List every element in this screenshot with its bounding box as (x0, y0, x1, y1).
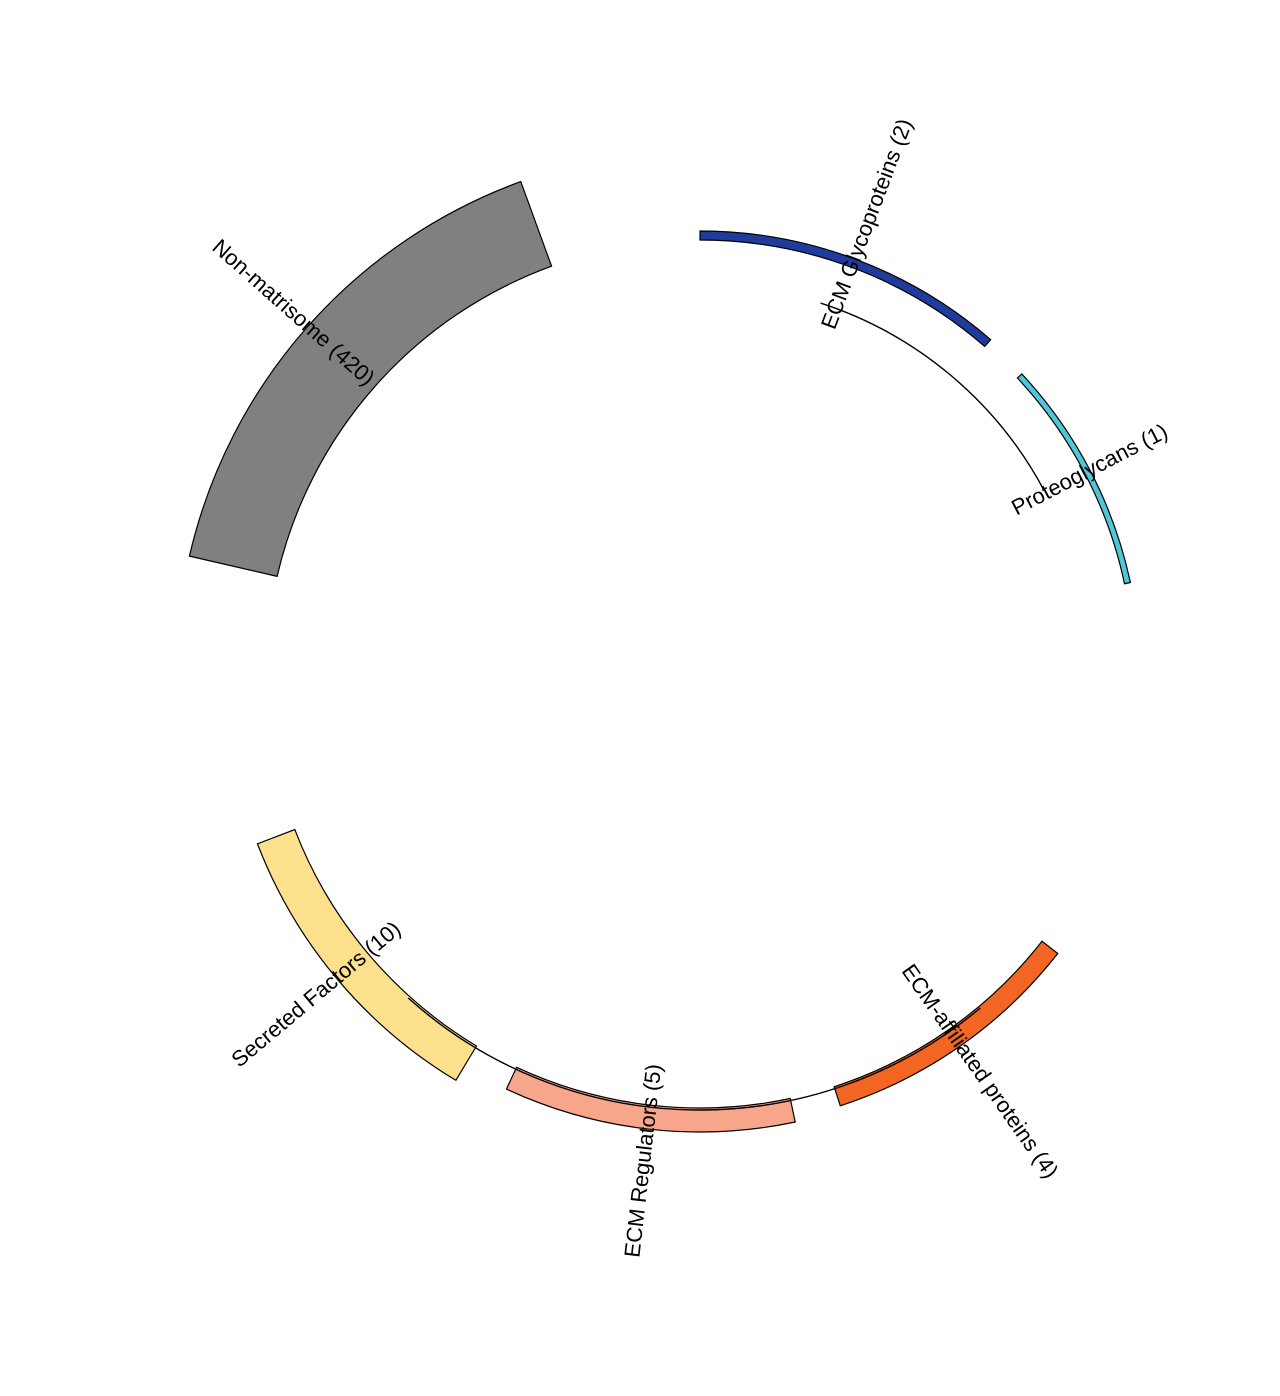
label-ecm-regulators: ECM Regulators (5) (619, 1063, 666, 1259)
arc-proteoglycans (1016, 373, 1132, 585)
segment-arcs (188, 180, 1132, 1133)
arc-ecm-glycoproteins (699, 230, 992, 348)
group-brackets (407, 302, 1045, 1111)
group-bracket-2 (407, 997, 981, 1111)
arc-secreted-factors (256, 828, 478, 1082)
group-bracket-1 (820, 302, 1045, 492)
label-ecm-affiliated-proteins: ECM-affiliated proteins (4) (897, 959, 1064, 1182)
arc-ecm-affiliated-proteins (833, 940, 1059, 1107)
arc-non-matrisome (188, 180, 553, 578)
label-ecm-glycoproteins: ECM Glycoproteins (2) (816, 115, 917, 332)
arc-ecm-regulators (505, 1066, 796, 1133)
